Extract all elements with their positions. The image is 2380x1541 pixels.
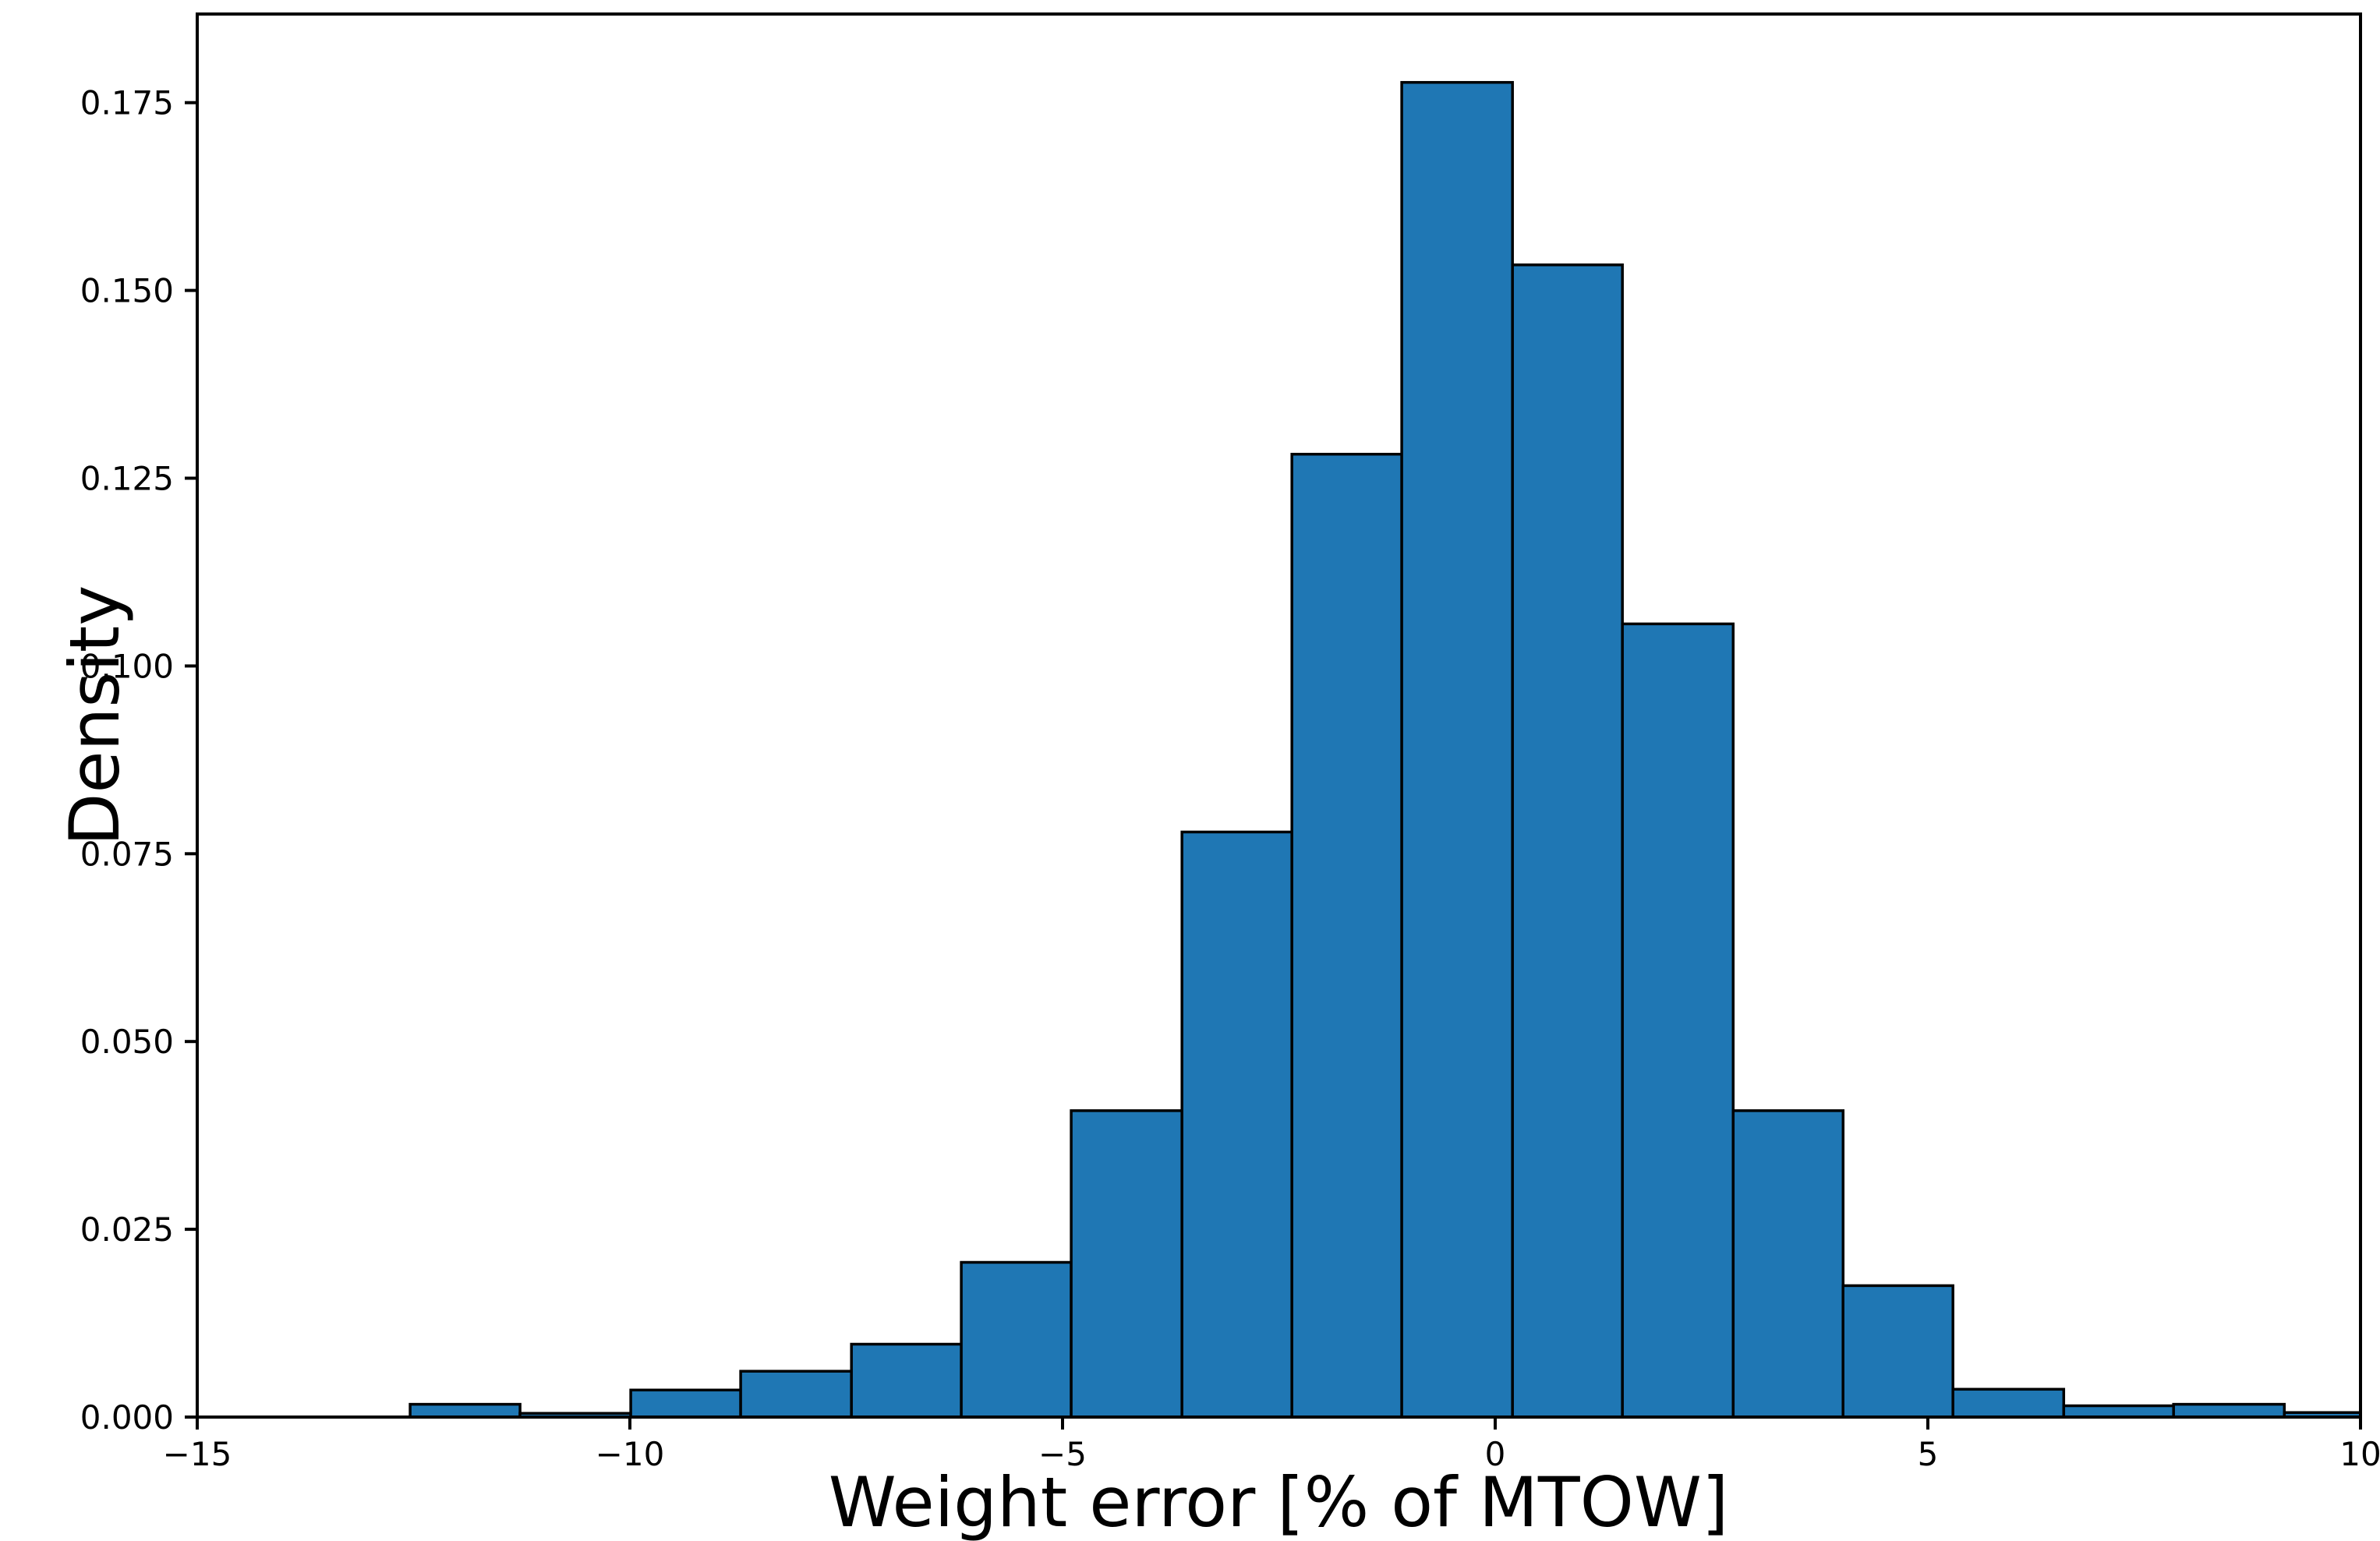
histogram-bar [2172, 1402, 2286, 1419]
histogram-bar [1180, 830, 1293, 1419]
y-tick-label: 0.125 [80, 460, 174, 498]
y-tick-label: 0.050 [80, 1023, 174, 1061]
y-tick-label: 0.175 [80, 84, 174, 122]
y-axis-label: Density [55, 585, 135, 846]
x-tick-label: −5 [1038, 1435, 1087, 1473]
x-tick-label: −15 [163, 1435, 232, 1473]
histogram-bar [1511, 263, 1624, 1419]
x-tick-label: 5 [1918, 1435, 1939, 1473]
histogram-bar [1400, 80, 1514, 1419]
histogram-bar [1951, 1387, 2066, 1419]
bars-layer [408, 80, 2362, 1419]
histogram-bar [2062, 1404, 2176, 1419]
histogram-bar [1070, 1109, 1183, 1419]
y-tick-label: 0.150 [80, 272, 174, 310]
y-tick-label: 0.025 [80, 1211, 174, 1249]
plot-spines [196, 12, 2362, 1419]
x-axis-label: Weight error [% of MTOW] [829, 1462, 1729, 1541]
x-tick-label: 0 [1485, 1435, 1506, 1473]
histogram-bar [408, 1402, 522, 1419]
histogram-bar [1621, 622, 1735, 1419]
x-tick-label: 10 [2339, 1435, 2380, 1473]
histogram-bar [1841, 1284, 1954, 1419]
x-tick-label: −10 [596, 1435, 665, 1473]
histogram-bar [1731, 1109, 1845, 1419]
y-tick-label: 0.100 [80, 647, 174, 685]
histogram-bar [1290, 452, 1403, 1419]
histogram-bar [850, 1342, 963, 1419]
histogram-bar [739, 1370, 853, 1419]
y-tick-label: 0.000 [80, 1398, 174, 1437]
axes-layer: −15 −10 −5 0 5 10 0.000 0.025 0.050 0.075 0.100 0.1… [80, 12, 2380, 1473]
y-tick-label: 0.075 [80, 835, 174, 873]
histogram-bar [629, 1388, 742, 1419]
histogram-bar [960, 1260, 1073, 1419]
